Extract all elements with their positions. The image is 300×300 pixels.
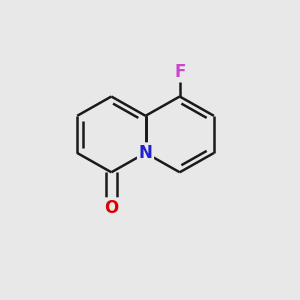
Text: O: O (104, 199, 118, 217)
Text: N: N (139, 144, 152, 162)
Text: F: F (174, 63, 185, 81)
